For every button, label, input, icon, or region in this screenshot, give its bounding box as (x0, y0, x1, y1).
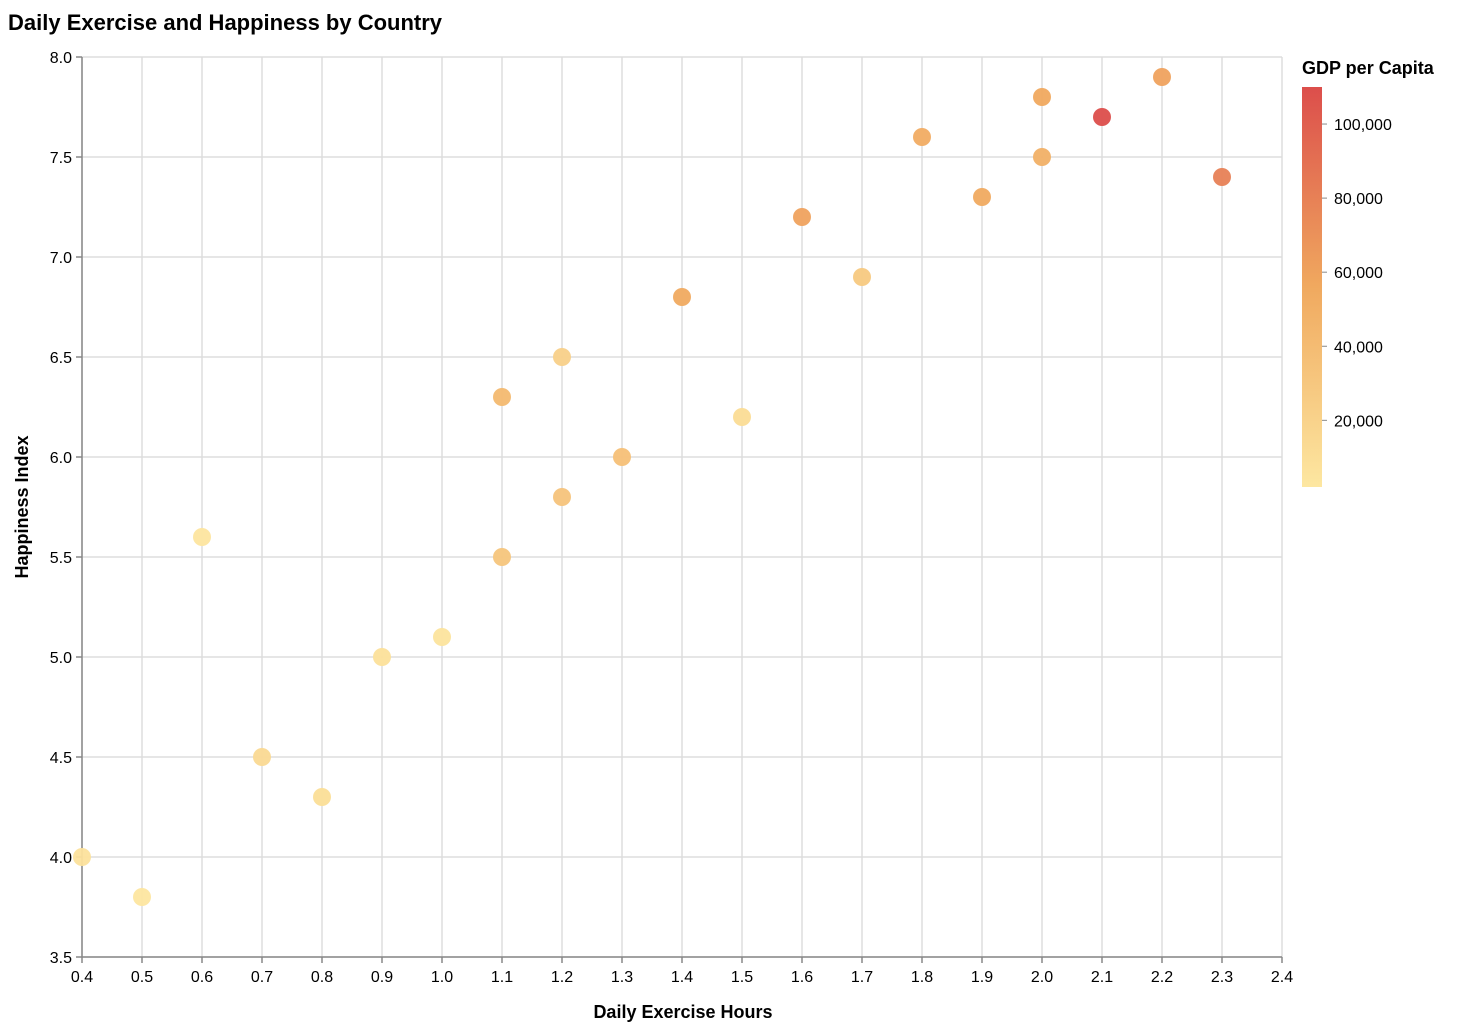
x-tick-label: 1.7 (851, 969, 873, 986)
scatter-point (613, 448, 631, 466)
scatter-point (913, 128, 931, 146)
x-tick-label: 0.6 (191, 969, 213, 986)
x-tick-label: 2.3 (1211, 969, 1233, 986)
scatter-point (853, 268, 871, 286)
legend-tick-label: 60,000 (1334, 265, 1383, 282)
scatter-point (973, 188, 991, 206)
scatter-point (1033, 88, 1051, 106)
scatter-point (133, 888, 151, 906)
scatter-point (793, 208, 811, 226)
x-tick-label: 0.8 (311, 969, 333, 986)
x-tick-label: 1.6 (791, 969, 813, 986)
x-tick-label: 0.9 (371, 969, 393, 986)
y-tick-label: 4.0 (50, 850, 72, 867)
y-tick-label: 5.5 (50, 550, 72, 567)
x-tick-label: 2.0 (1031, 969, 1053, 986)
legend-tick-label: 80,000 (1334, 191, 1383, 208)
x-tick-label: 1.2 (551, 969, 573, 986)
x-tick-label: 2.4 (1271, 969, 1293, 986)
scatter-point (313, 788, 331, 806)
axes: 0.4 0.5 0.6 0.7 0.8 0.9 1.0 1.1 1.2 1.3 1.4 1.5 1.6 1… (50, 50, 1293, 986)
x-tick-label: 1.3 (611, 969, 633, 986)
scatter-point (1153, 68, 1171, 86)
y-tick-label: 7.0 (50, 250, 72, 267)
y-tick-label: 3.5 (50, 950, 72, 967)
x-tick-label: 1.1 (491, 969, 513, 986)
y-tick-label: 5.0 (50, 650, 72, 667)
legend-tick-label: 40,000 (1334, 339, 1383, 356)
y-tick-label: 8.0 (50, 50, 72, 67)
x-tick-label: 1.4 (671, 969, 693, 986)
x-tick-label: 0.7 (251, 969, 273, 986)
legend-tick-label: 100,000 (1334, 117, 1392, 134)
y-tick-label: 6.5 (50, 350, 72, 367)
y-tick-label: 4.5 (50, 750, 72, 767)
scatter-point (1093, 108, 1111, 126)
scatter-point (553, 488, 571, 506)
scatter-point (253, 748, 271, 766)
legend-ticks: 20,000 40,000 60,000 80,000 100,000 (1322, 117, 1392, 430)
data-points (73, 68, 1231, 906)
x-tick-label: 1.8 (911, 969, 933, 986)
scatter-point (433, 628, 451, 646)
y-tick-label: 6.0 (50, 450, 72, 467)
scatter-point (733, 408, 751, 426)
x-tick-label: 1.5 (731, 969, 753, 986)
chart-title: Daily Exercise and Happiness by Country (8, 10, 443, 35)
color-legend: GDP per Capita 20,000 40,000 60,000 80,000 1… (1302, 58, 1435, 487)
scatter-point (73, 848, 91, 866)
x-tick-label: 1.9 (971, 969, 993, 986)
x-tick-label: 2.1 (1091, 969, 1113, 986)
scatter-point (673, 288, 691, 306)
grid-lines (81, 56, 1283, 958)
x-tick-label: 2.2 (1151, 969, 1173, 986)
x-axis-title: Daily Exercise Hours (593, 1002, 772, 1022)
scatter-point (1213, 168, 1231, 186)
scatter-point (373, 648, 391, 666)
y-axis-title: Happiness Index (12, 435, 32, 578)
scatter-point (493, 388, 511, 406)
x-tick-label: 1.0 (431, 969, 453, 986)
y-tick-label: 7.5 (50, 150, 72, 167)
scatter-point (493, 548, 511, 566)
scatter-point (1033, 148, 1051, 166)
legend-title: GDP per Capita (1302, 58, 1435, 78)
x-tick-label: 0.5 (131, 969, 153, 986)
x-tick-label: 0.4 (71, 969, 93, 986)
scatter-point (193, 528, 211, 546)
scatter-point (553, 348, 571, 366)
legend-gradient-bar (1302, 87, 1322, 487)
legend-tick-label: 20,000 (1334, 413, 1383, 430)
